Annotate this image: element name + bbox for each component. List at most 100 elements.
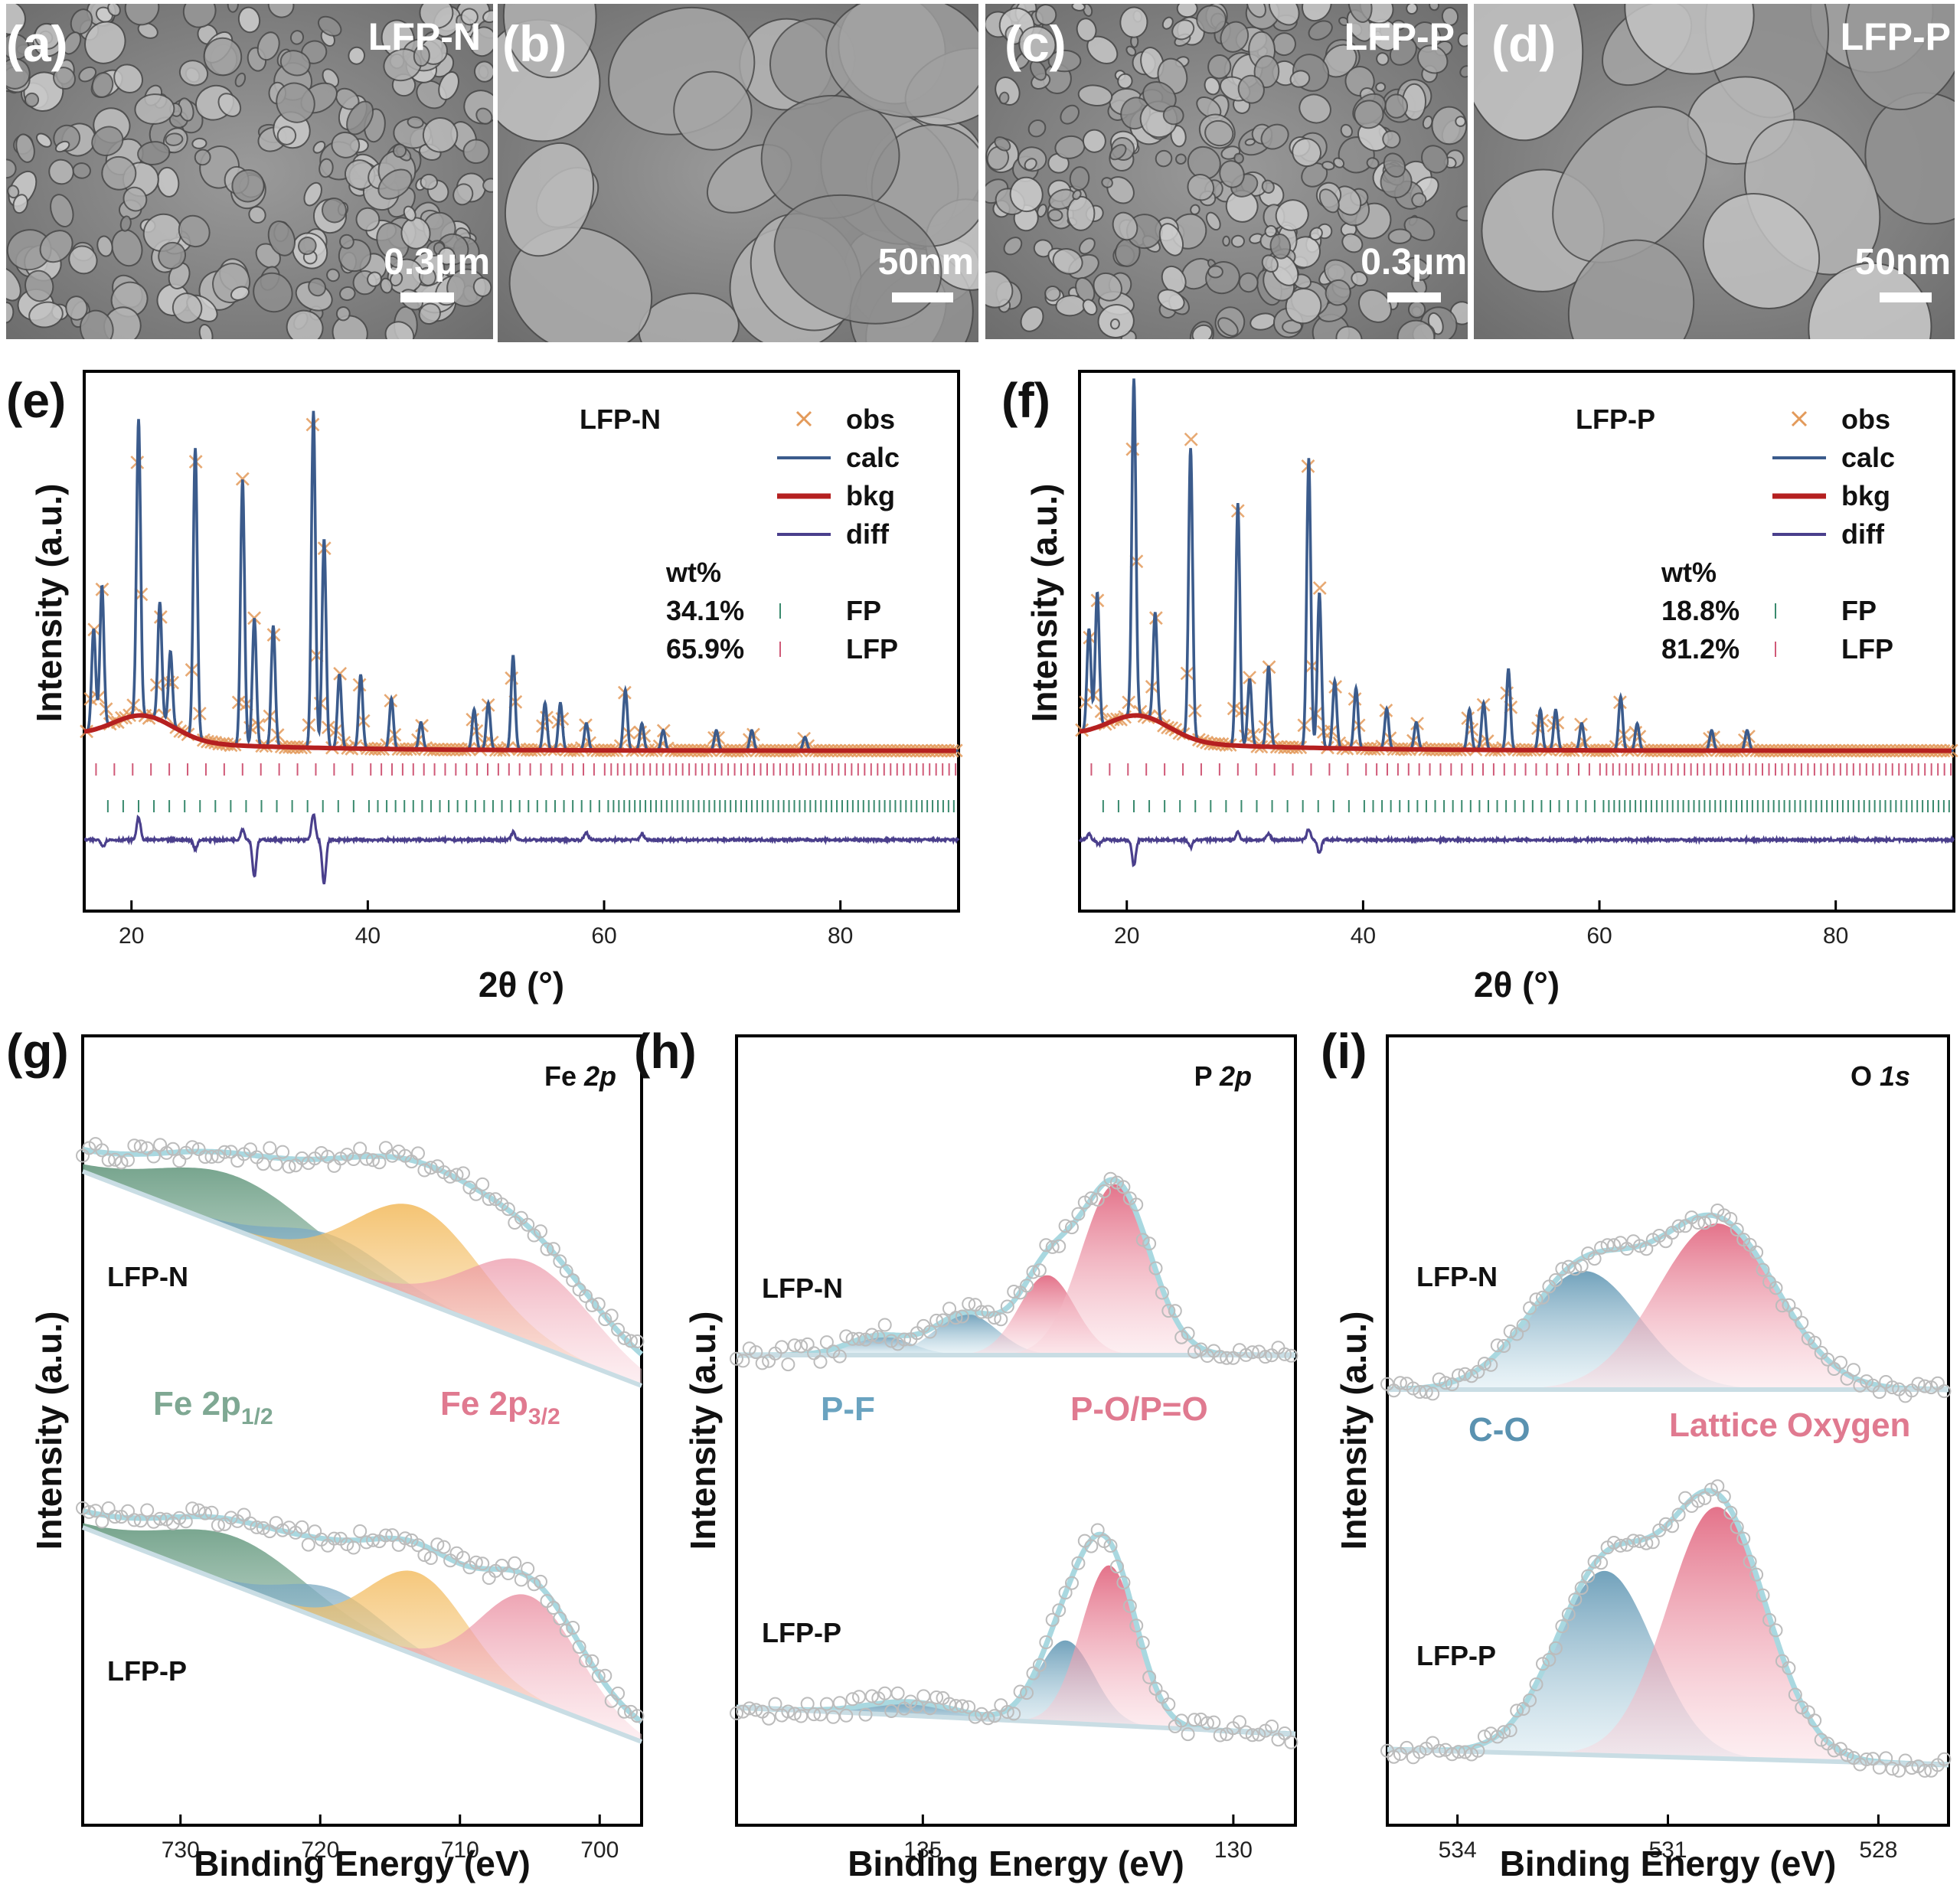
x-tick-label: 700: [580, 1837, 619, 1863]
sem-grain: [1161, 16, 1174, 30]
sem-grain: [1020, 306, 1044, 332]
sem-grain: [1117, 73, 1133, 90]
sem-grain: [407, 116, 424, 129]
raw-data-point: [314, 1146, 328, 1160]
raw-data-point: [1788, 1687, 1802, 1702]
raw-data-point: [1892, 1763, 1906, 1778]
sem-grain: [298, 237, 317, 256]
raw-data-point: [321, 1149, 335, 1164]
raw-data-point: [1497, 1725, 1511, 1739]
raw-data-point: [1065, 1220, 1079, 1235]
raw-data-point: [1730, 1520, 1744, 1534]
raw-data-point: [224, 1145, 238, 1159]
sem-grain: [276, 126, 297, 145]
raw-data-point: [1834, 1355, 1847, 1370]
sem-grain: [994, 136, 1011, 152]
sem-grain: [390, 271, 403, 287]
sem-grain: [326, 268, 340, 283]
raw-data-point: [1020, 1686, 1034, 1700]
raw-data-point: [1213, 1728, 1227, 1743]
sem-grain: [6, 158, 17, 179]
x-axis-label: 2θ (°): [479, 965, 564, 1004]
raw-data-point: [1129, 1197, 1144, 1212]
raw-data-point: [1071, 1207, 1086, 1221]
x-tick-label: 20: [1114, 923, 1139, 949]
legend: obs calc bkg diff: [1772, 403, 1895, 550]
sem-grain: [422, 117, 459, 153]
x-tick-label: 531: [1648, 1837, 1687, 1863]
bkg-line: [1079, 713, 1952, 753]
legend-label: bkg: [846, 480, 895, 511]
raw-data-point: [1671, 1507, 1686, 1522]
raw-data-point: [1490, 1338, 1504, 1353]
raw-data-point: [1529, 1292, 1544, 1307]
raw-data-point: [385, 1528, 400, 1543]
sem-grain: [1431, 106, 1468, 145]
sem-grain: [1093, 272, 1122, 302]
raw-data-point: [269, 1157, 283, 1171]
sem-grain: [1024, 158, 1037, 171]
sem-grain: [1037, 204, 1047, 218]
sem-grain: [339, 234, 354, 250]
obs-marker: [1243, 671, 1256, 684]
raw-data-point: [1278, 1726, 1292, 1740]
sem-grain: [318, 158, 334, 178]
raw-data-point: [295, 1520, 309, 1534]
raw-data-point: [1626, 1534, 1641, 1548]
sem-grain: [418, 302, 441, 325]
raw-data-point: [987, 1709, 1001, 1723]
xrd-chart-lfp-n: 20 40 60 80 2θ (°) Intensity (a.u.) (e) LFP-N ob…: [6, 370, 963, 1004]
raw-data-point: [301, 1537, 315, 1552]
raw-data-point: [1581, 1569, 1596, 1583]
raw-data-point: [1284, 1735, 1298, 1749]
sem-grain: [35, 132, 52, 148]
sem-grain: [1325, 279, 1351, 306]
sem-grain: [34, 22, 60, 50]
raw-data-point: [1594, 1556, 1609, 1570]
legend-label: calc: [846, 442, 900, 473]
raw-data-point: [768, 1697, 782, 1711]
raw-data-point: [1000, 1705, 1014, 1719]
raw-data-point: [1808, 1713, 1822, 1728]
raw-data-point: [1071, 1556, 1086, 1570]
raw-data-point: [101, 1153, 116, 1168]
raw-data-point: [146, 1149, 161, 1164]
raw-data-point: [736, 1354, 750, 1368]
raw-data-point: [1808, 1335, 1822, 1350]
raw-data-point: [95, 1143, 109, 1158]
sem-grain: [1455, 116, 1466, 127]
raw-data-point: [749, 1703, 763, 1717]
raw-data-point: [1671, 1219, 1686, 1233]
sample-label-lfp-n: LFP-N: [1416, 1261, 1498, 1292]
sem-grain: [1407, 300, 1426, 318]
sem-grain: [469, 26, 493, 57]
raw-data-point: [1161, 1697, 1176, 1712]
raw-data-point: [1503, 1723, 1517, 1737]
raw-data-point: [1239, 1347, 1253, 1362]
raw-data-point: [1103, 1171, 1118, 1186]
raw-data-point: [185, 1140, 200, 1155]
raw-data-point: [813, 1354, 828, 1369]
sem-grain: [1268, 4, 1300, 26]
plot-frame: [81, 1034, 643, 1827]
sem-grain: [1207, 265, 1223, 279]
sem-grain: [1187, 174, 1215, 201]
raw-data-point: [839, 1329, 854, 1344]
bkg-line: [83, 713, 956, 753]
sem-grain: [1009, 176, 1044, 213]
sem-grain: [1318, 188, 1340, 214]
raw-data-point: [981, 1711, 995, 1726]
raw-data-point: [1013, 1684, 1027, 1699]
sem-panel-letter: (a): [6, 15, 68, 72]
sem-grain: [472, 276, 492, 297]
sem-grain: [6, 33, 30, 60]
raw-data-point: [423, 1551, 438, 1565]
raw-data-point: [1207, 1715, 1221, 1730]
raw-data-point: [1142, 1670, 1157, 1684]
sem-grain: [418, 266, 436, 286]
panel-letter: (e): [6, 373, 66, 428]
sem-panel-letter: (d): [1491, 15, 1556, 72]
raw-data-point: [1840, 1748, 1854, 1762]
sem-grain: [48, 158, 74, 185]
sem-grain: [998, 91, 1010, 105]
